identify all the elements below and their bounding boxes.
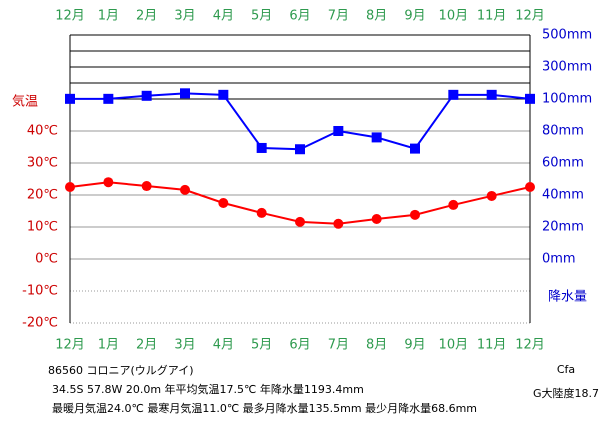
y-tick-label: 10℃ xyxy=(27,220,58,235)
x-tick-label: 11月 xyxy=(477,338,507,353)
x-tick-label: 11月 xyxy=(477,9,507,24)
x-tick-label: 1月 xyxy=(98,338,119,353)
y-axis-label: 気温 xyxy=(12,94,38,110)
marker xyxy=(103,177,114,188)
x-tick-label: 6月 xyxy=(289,9,310,24)
marker xyxy=(295,144,305,155)
x-tick-label: 10月 xyxy=(439,9,469,24)
marker xyxy=(256,142,267,153)
y2-tick-label: 20mm xyxy=(542,220,584,235)
y2-axis-label: 降水量 xyxy=(548,290,587,305)
y-tick-label: 30℃ xyxy=(27,156,58,171)
climate-class: Cfa xyxy=(557,363,575,376)
marker xyxy=(141,181,152,192)
x-tick-label: 7月 xyxy=(328,338,349,353)
x-tick-label: 8月 xyxy=(366,338,387,353)
continentality: G大陸度18.7 xyxy=(533,386,599,400)
y2-tick-label: 0mm xyxy=(542,252,576,267)
x-tick-label: 5月 xyxy=(251,9,272,24)
y2-tick-label: 500mm xyxy=(542,28,592,43)
y-tick-label: 40℃ xyxy=(27,124,58,139)
marker xyxy=(410,209,420,220)
info-line: 最暖月気温24.0℃ 最寒月気温11.0℃ 最多月降水量135.5mm 最少月降… xyxy=(52,401,477,415)
marker xyxy=(103,93,114,104)
marker xyxy=(448,89,459,100)
station: 86560 コロニア(ウルグアイ) xyxy=(48,363,194,377)
x-tick-label: 9月 xyxy=(404,9,425,24)
marker xyxy=(333,218,344,229)
marker xyxy=(448,199,459,210)
marker xyxy=(256,207,267,218)
marker xyxy=(333,126,344,136)
y2-tick-label: 100mm xyxy=(542,92,592,107)
marker xyxy=(371,132,382,143)
y-tick-label: 0℃ xyxy=(35,252,58,267)
marker xyxy=(525,182,535,192)
x-tick-label: 3月 xyxy=(174,9,195,24)
x-tick-label: 10月 xyxy=(439,338,469,353)
marker xyxy=(410,143,420,154)
x-tick-label: 9月 xyxy=(404,338,425,353)
marker xyxy=(180,88,190,99)
x-tick-label: 6月 xyxy=(289,338,310,353)
marker xyxy=(525,93,535,104)
x-tick-label: 1月 xyxy=(98,9,119,24)
marker xyxy=(65,182,75,192)
series-line xyxy=(70,92,531,151)
marker xyxy=(295,216,305,227)
y2-tick-label: 60mm xyxy=(542,156,584,171)
y2-tick-label: 80mm xyxy=(542,124,584,139)
y-tick-label: -20℃ xyxy=(22,316,58,331)
x-tick-label: 5月 xyxy=(251,338,272,353)
x-tick-label: 12月 xyxy=(515,9,545,24)
x-tick-label: 8月 xyxy=(366,9,387,24)
marker xyxy=(486,89,497,100)
info-line: 34.5S 57.8W 20.0m 年平均気温17.5℃ 年降水量1193.4m… xyxy=(52,382,364,396)
y-tick-label: 20℃ xyxy=(27,188,58,203)
x-tick-label: 2月 xyxy=(136,9,157,24)
x-tick-label: 7月 xyxy=(328,9,349,24)
x-tick-label: 4月 xyxy=(213,338,234,353)
y-tick-label: -10℃ xyxy=(22,284,58,299)
marker xyxy=(218,198,229,208)
x-tick-label: 12月 xyxy=(55,338,85,353)
marker xyxy=(65,93,75,104)
x-tick-label: 3月 xyxy=(174,338,195,353)
marker xyxy=(141,90,152,101)
y2-tick-label: 40mm xyxy=(542,188,584,203)
marker xyxy=(371,214,382,224)
marker xyxy=(486,190,497,201)
marker xyxy=(218,89,229,100)
x-tick-label: 4月 xyxy=(213,9,234,24)
x-tick-label: 12月 xyxy=(55,9,85,24)
x-tick-label: 2月 xyxy=(136,338,157,353)
y2-tick-label: 300mm xyxy=(542,60,592,75)
x-tick-label: 12月 xyxy=(515,338,545,353)
marker xyxy=(180,184,190,195)
